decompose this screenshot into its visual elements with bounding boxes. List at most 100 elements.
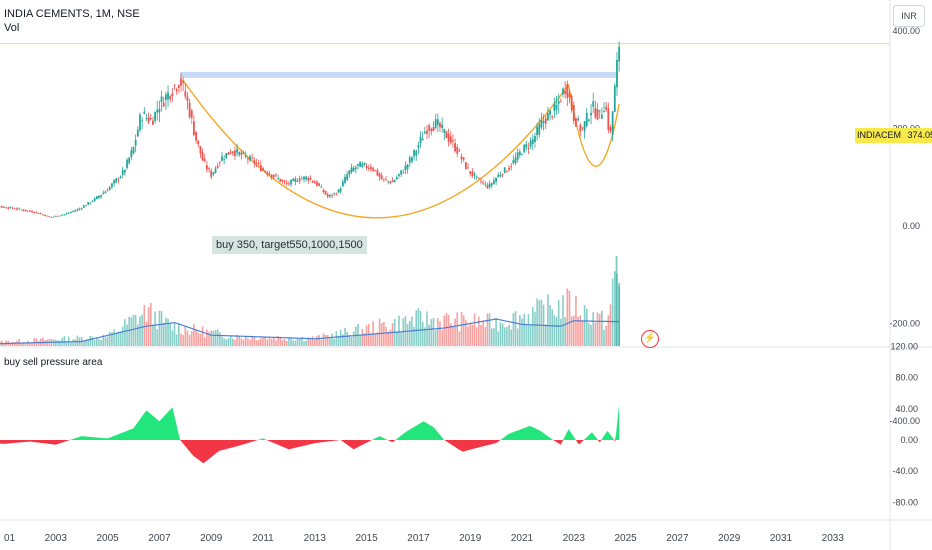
volume-bar (605, 325, 607, 346)
candle-body (352, 167, 355, 172)
candle-body (11, 207, 14, 209)
price-axis-tick: 400.00 (892, 26, 920, 36)
candle-body (454, 143, 456, 152)
volume-bar (562, 295, 564, 346)
candle-body (257, 162, 260, 164)
volume-bar (426, 311, 428, 346)
volume-bar (44, 340, 46, 346)
volume-bar (478, 316, 480, 346)
candle-body (495, 177, 497, 182)
volume-bar (108, 331, 111, 346)
candle-body (335, 194, 338, 195)
candle-body (156, 109, 159, 113)
candle-body (67, 212, 70, 214)
volume-bar (37, 340, 40, 346)
candle-body (95, 196, 98, 200)
volume-bar (121, 326, 124, 346)
volume-bar (322, 333, 325, 346)
volume-bar (244, 336, 247, 346)
volume-bar (55, 339, 57, 346)
volume-bar (406, 323, 409, 346)
candle-body (538, 124, 541, 135)
volume-bar (454, 318, 456, 346)
volume-spike-bar (615, 256, 618, 346)
time-axis-tick: 2029 (718, 533, 741, 544)
volume-bar (525, 325, 528, 346)
candle-body (54, 215, 57, 217)
volume-bar (348, 334, 351, 346)
candle-body (339, 188, 342, 192)
volume-bar (72, 339, 74, 346)
candle-body (583, 121, 586, 132)
volume-bar (419, 310, 422, 346)
candle-body (313, 181, 316, 184)
volume-bar (149, 302, 152, 346)
candle-body (102, 192, 105, 195)
candle-body (562, 88, 564, 95)
candle-body (531, 139, 534, 144)
currency-button[interactable]: INR (893, 5, 925, 27)
volume-bar (238, 336, 241, 346)
candle-body (201, 152, 204, 161)
candle-body (331, 194, 333, 196)
volume-bar (113, 329, 115, 346)
candle-body (262, 168, 264, 171)
volume-bar (365, 325, 368, 346)
candle-body (82, 205, 85, 208)
candle-body (572, 105, 575, 121)
volume-bar (583, 304, 586, 346)
candle-body (501, 174, 504, 176)
time-axis-tick: 2009 (200, 533, 223, 544)
volume-bar (229, 335, 232, 346)
volume-bar (555, 317, 558, 346)
volume-bar (396, 331, 398, 346)
candle-body (471, 171, 474, 176)
candle-body (404, 165, 407, 170)
volume-bar (486, 313, 489, 346)
candle-body (367, 168, 370, 169)
candle-body (76, 209, 79, 211)
candle-body (292, 178, 295, 182)
volume-bar (184, 326, 187, 346)
volume-bar (413, 326, 415, 346)
candle-body (26, 210, 29, 212)
time-axis-tick: 2003 (45, 533, 68, 544)
candle-body (566, 83, 569, 98)
volume-bar (29, 342, 31, 346)
volume-bar (195, 329, 197, 346)
candle-body (7, 207, 10, 209)
lightning-icon[interactable]: ⚡ (641, 330, 659, 348)
candle-body (510, 165, 513, 167)
time-axis-tick: 2021 (511, 533, 534, 544)
candle-body (244, 155, 247, 157)
candle-body (547, 113, 549, 121)
volume-bar (484, 327, 487, 346)
volume-bar (566, 288, 569, 346)
volume-bar (333, 339, 336, 346)
volume-bar (553, 315, 556, 346)
volume-bar (383, 322, 385, 346)
volume-bar (247, 338, 249, 346)
volume-bar (193, 323, 195, 346)
volume-bar (387, 331, 389, 346)
volume-bar (523, 313, 525, 346)
annotation-note[interactable]: buy 350, target550,1000,1500 (212, 236, 367, 254)
time-axis-tick: 2007 (148, 533, 171, 544)
volume-bar (249, 339, 251, 346)
volume-bar (508, 324, 510, 346)
volume-bar (361, 328, 364, 346)
candle-body (542, 120, 545, 123)
candle-body (553, 103, 556, 112)
volume-bar (564, 317, 566, 346)
price-pane[interactable] (0, 41, 890, 219)
candle-body (307, 177, 310, 181)
pressure-area-negative (0, 440, 620, 464)
candle-body (521, 154, 523, 156)
volume-bar (346, 331, 348, 346)
volume-bar (339, 329, 342, 346)
candle-body (277, 178, 280, 179)
candle-body (365, 165, 368, 169)
volume-bar (376, 332, 379, 346)
candle-body (59, 215, 62, 217)
candle-body (421, 138, 424, 141)
